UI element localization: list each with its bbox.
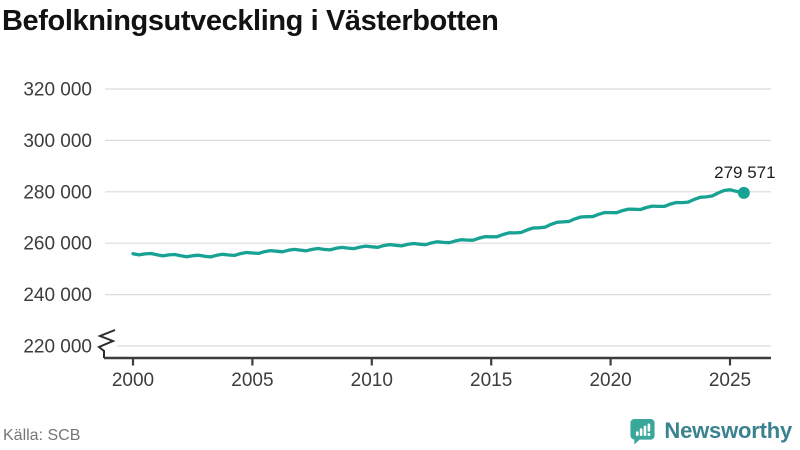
x-axis-tick-label: 2010 [351, 370, 393, 391]
newsworthy-logo: Newsworthy [629, 417, 792, 445]
y-axis-tick-label: 260 000 [23, 234, 92, 255]
y-axis-tick-label: 240 000 [23, 285, 92, 306]
logo-bar-tall [644, 425, 647, 437]
logo-exclamation-bar [648, 423, 651, 432]
x-axis-tick-label: 2025 [709, 370, 751, 391]
y-axis-tick-label: 320 000 [23, 80, 92, 101]
population-line [131, 188, 746, 259]
y-axis-tick-label: 220 000 [23, 337, 92, 358]
newsworthy-wordmark: Newsworthy [664, 418, 792, 443]
y-axis-tick-label: 300 000 [23, 131, 92, 152]
y-axis-tick-label: 280 000 [23, 182, 92, 203]
logo-bar-medium [640, 428, 643, 437]
chart-title: Befolkningsutveckling i Västerbotten [2, 5, 499, 37]
x-axis-tick-label: 2005 [231, 370, 273, 391]
logo-bar-small [636, 431, 639, 437]
logo-exclamation-dot [647, 432, 651, 436]
source-note: Källa: SCB [3, 427, 81, 444]
axis-break-icon [97, 329, 116, 358]
last-value-label: 279 571 [714, 163, 775, 182]
x-axis-tick-label: 2020 [589, 370, 631, 391]
x-axis-tick-label: 2015 [470, 370, 512, 391]
newsworthy-logo-icon [630, 418, 655, 445]
last-value-dot [737, 186, 750, 199]
x-axis-tick-label: 2000 [112, 370, 154, 391]
speech-bubble-shape [630, 418, 655, 445]
